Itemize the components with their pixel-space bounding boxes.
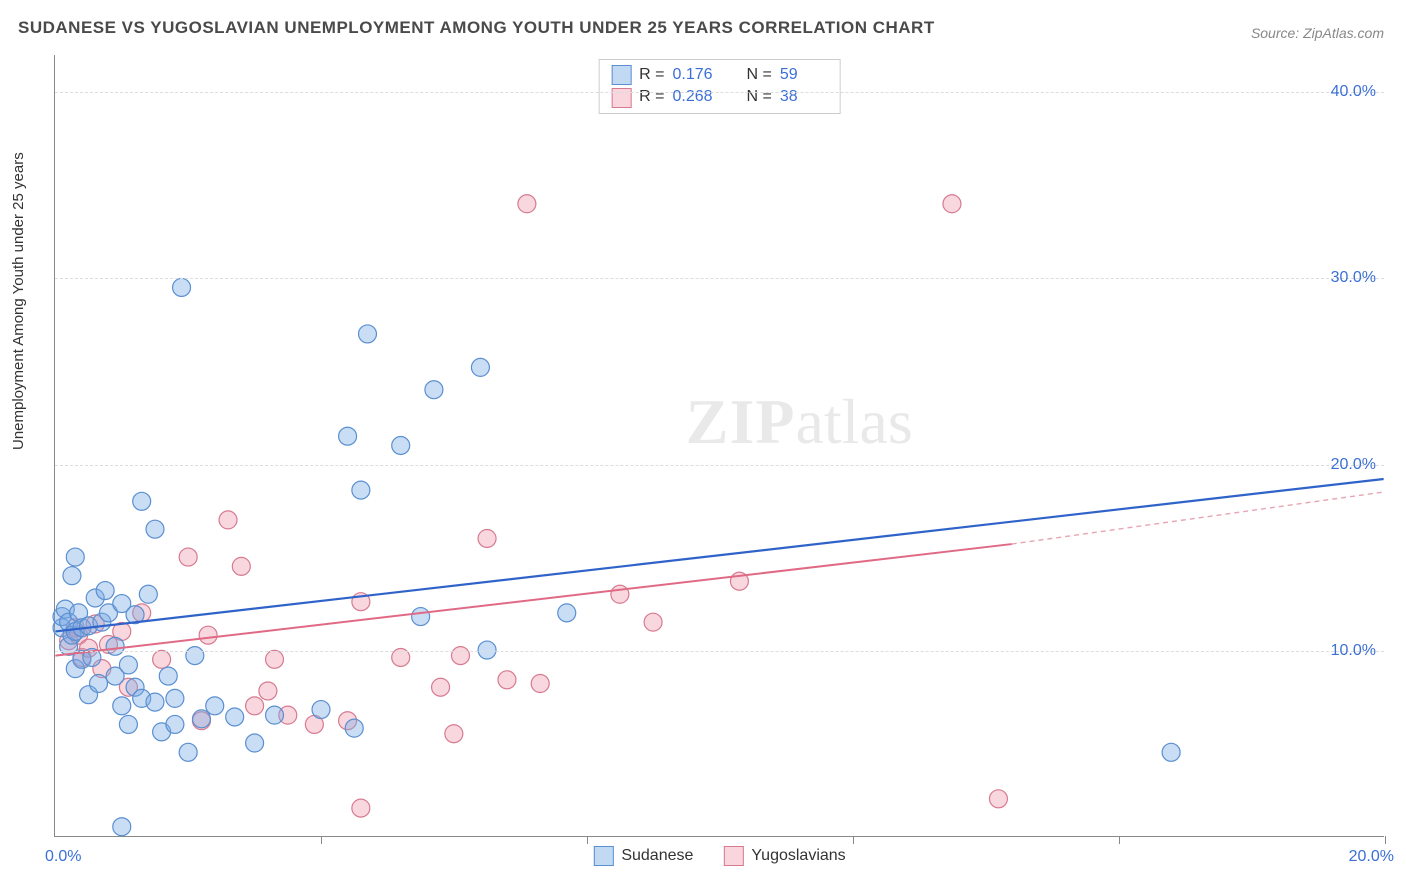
scatter-point-yugoslavians xyxy=(989,790,1007,808)
scatter-point-yugoslavians xyxy=(478,529,496,547)
scatter-point-sudanese xyxy=(206,697,224,715)
scatter-point-sudanese xyxy=(425,381,443,399)
legend-stats-row-blue: R = 0.176 N = 59 xyxy=(611,64,828,86)
scatter-point-sudanese xyxy=(339,427,357,445)
scatter-point-sudanese xyxy=(392,437,410,455)
scatter-point-yugoslavians xyxy=(199,626,217,644)
scatter-point-sudanese xyxy=(179,743,197,761)
r-label: R = xyxy=(639,64,664,86)
gridline xyxy=(55,92,1384,93)
scatter-point-yugoslavians xyxy=(352,799,370,817)
scatter-point-sudanese xyxy=(119,656,137,674)
scatter-point-sudanese xyxy=(312,701,330,719)
trend-line-yugoslavians xyxy=(55,544,1011,656)
scatter-point-sudanese xyxy=(192,710,210,728)
gridline xyxy=(55,278,1384,279)
scatter-point-sudanese xyxy=(159,667,177,685)
gridline xyxy=(55,651,1384,652)
y-tick-label: 40.0% xyxy=(1331,83,1376,101)
n-label: N = xyxy=(747,86,772,108)
source-name: ZipAtlas.com xyxy=(1303,25,1384,41)
x-tick xyxy=(587,836,588,844)
x-tick xyxy=(1385,836,1386,844)
scatter-point-yugoslavians xyxy=(943,195,961,213)
legend-item-yugoslavians: Yugoslavians xyxy=(723,846,845,866)
scatter-point-sudanese xyxy=(166,689,184,707)
scatter-point-sudanese xyxy=(106,637,124,655)
scatter-point-sudanese xyxy=(173,278,191,296)
scatter-point-yugoslavians xyxy=(644,613,662,631)
scatter-point-sudanese xyxy=(558,604,576,622)
x-tick xyxy=(1119,836,1120,844)
x-axis-min-label: 0.0% xyxy=(45,848,81,866)
swatch-pink-icon xyxy=(611,88,631,108)
x-axis-max-label: 20.0% xyxy=(1349,848,1394,866)
scatter-point-sudanese xyxy=(139,585,157,603)
chart-svg xyxy=(55,55,1384,836)
chart-plot-area: ZIPatlas R = 0.176 N = 59 R = 0.268 N = … xyxy=(54,55,1384,837)
source-prefix: Source: xyxy=(1251,25,1299,41)
x-tick xyxy=(321,836,322,844)
scatter-point-sudanese xyxy=(146,520,164,538)
y-tick-label: 30.0% xyxy=(1331,269,1376,287)
scatter-point-yugoslavians xyxy=(246,697,264,715)
legend-label-yugoslavians: Yugoslavians xyxy=(751,847,845,865)
r-value-sudanese: 0.176 xyxy=(673,64,721,86)
scatter-point-yugoslavians xyxy=(219,511,237,529)
scatter-point-sudanese xyxy=(66,548,84,566)
scatter-point-sudanese xyxy=(113,818,131,836)
n-value-sudanese: 59 xyxy=(780,64,828,86)
scatter-point-yugoslavians xyxy=(531,675,549,693)
y-tick-label: 20.0% xyxy=(1331,456,1376,474)
trend-line-sudanese xyxy=(55,479,1383,631)
swatch-blue-icon xyxy=(593,846,613,866)
legend-label-sudanese: Sudanese xyxy=(621,847,693,865)
scatter-point-sudanese xyxy=(246,734,264,752)
scatter-point-sudanese xyxy=(96,582,114,600)
scatter-point-sudanese xyxy=(133,492,151,510)
scatter-point-yugoslavians xyxy=(451,647,469,665)
scatter-point-sudanese xyxy=(146,693,164,711)
scatter-point-sudanese xyxy=(63,567,81,585)
r-label: R = xyxy=(639,86,664,108)
scatter-point-sudanese xyxy=(1162,743,1180,761)
scatter-point-sudanese xyxy=(166,715,184,733)
scatter-point-sudanese xyxy=(119,715,137,733)
scatter-point-yugoslavians xyxy=(179,548,197,566)
legend-item-sudanese: Sudanese xyxy=(593,846,693,866)
source-label: Source: ZipAtlas.com xyxy=(1251,25,1384,41)
swatch-blue-icon xyxy=(611,65,631,85)
scatter-point-yugoslavians xyxy=(259,682,277,700)
scatter-point-sudanese xyxy=(90,675,108,693)
scatter-point-yugoslavians xyxy=(232,557,250,575)
scatter-point-yugoslavians xyxy=(518,195,536,213)
chart-title: SUDANESE VS YUGOSLAVIAN UNEMPLOYMENT AMO… xyxy=(18,18,935,38)
y-axis-label: Unemployment Among Youth under 25 years xyxy=(10,152,27,450)
scatter-point-yugoslavians xyxy=(498,671,516,689)
n-value-yugoslavians: 38 xyxy=(780,86,828,108)
r-value-yugoslavians: 0.268 xyxy=(673,86,721,108)
scatter-point-sudanese xyxy=(266,706,284,724)
gridline xyxy=(55,465,1384,466)
legend-stats-row-pink: R = 0.268 N = 38 xyxy=(611,86,828,108)
n-label: N = xyxy=(747,64,772,86)
legend-series: Sudanese Yugoslavians xyxy=(593,846,845,866)
scatter-point-yugoslavians xyxy=(153,650,171,668)
legend-stats: R = 0.176 N = 59 R = 0.268 N = 38 xyxy=(598,59,841,114)
scatter-point-yugoslavians xyxy=(611,585,629,603)
scatter-point-sudanese xyxy=(345,719,363,737)
scatter-point-sudanese xyxy=(113,697,131,715)
swatch-pink-icon xyxy=(723,846,743,866)
x-tick xyxy=(853,836,854,844)
y-tick-label: 10.0% xyxy=(1331,642,1376,660)
scatter-point-sudanese xyxy=(186,647,204,665)
scatter-point-yugoslavians xyxy=(432,678,450,696)
scatter-point-yugoslavians xyxy=(266,650,284,668)
scatter-point-sudanese xyxy=(412,608,430,626)
scatter-point-sudanese xyxy=(352,481,370,499)
scatter-point-sudanese xyxy=(359,325,377,343)
scatter-point-sudanese xyxy=(471,358,489,376)
scatter-point-yugoslavians xyxy=(445,725,463,743)
scatter-point-sudanese xyxy=(226,708,244,726)
